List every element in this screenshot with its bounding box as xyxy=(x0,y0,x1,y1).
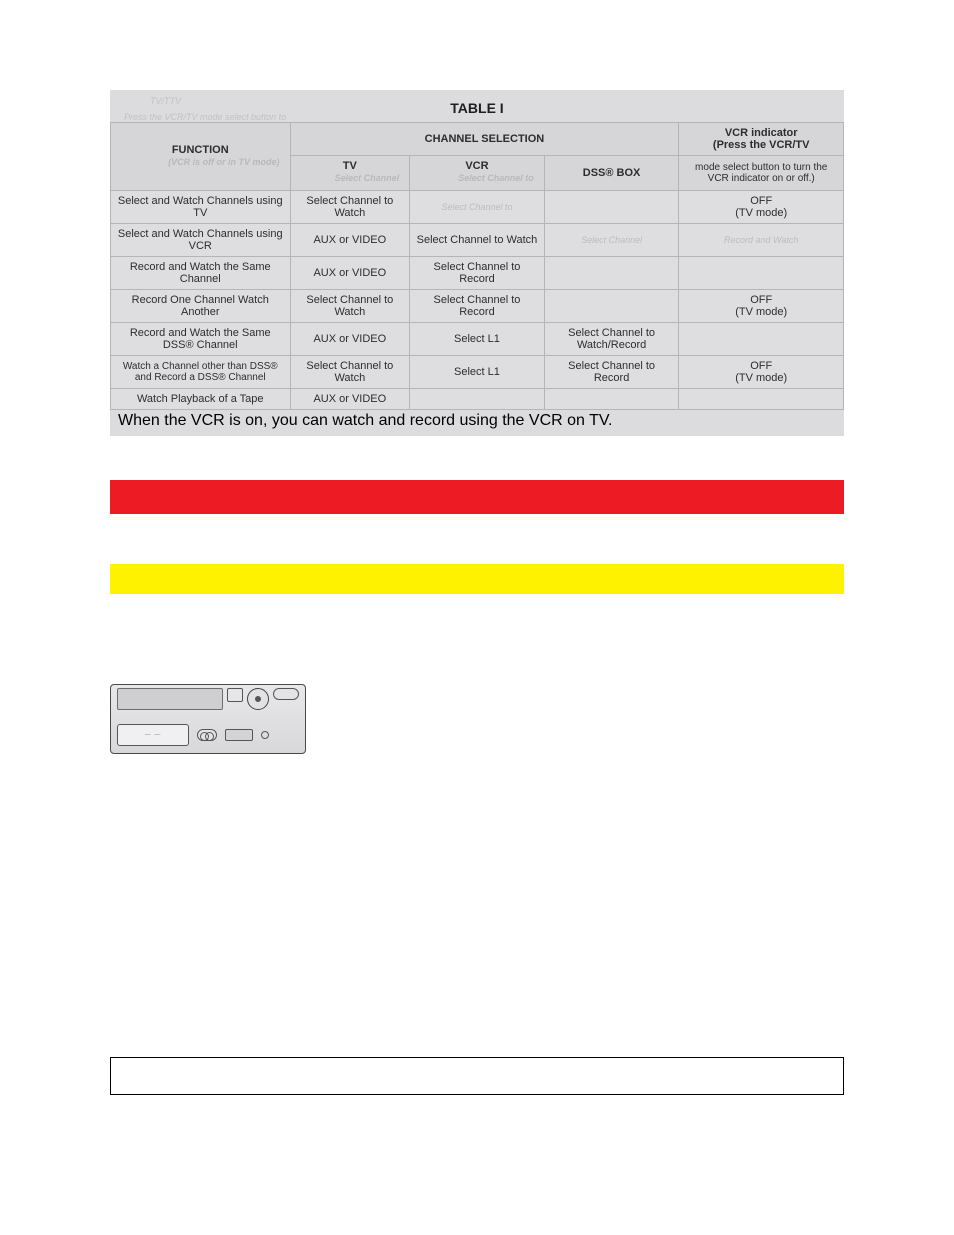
func-cell: Select and Watch Channels using TV xyxy=(111,190,291,223)
col-header-indicator-l1: VCR indicator xyxy=(685,127,837,139)
vcr-cell: Select Channel to Watch xyxy=(410,223,545,256)
vcr-display-panel xyxy=(117,688,223,710)
col-header-channel-selection: CHANNEL SELECTION xyxy=(290,123,679,156)
vcr-cassette-door: — — xyxy=(117,724,189,746)
vcr-cell: Select Channel to Record xyxy=(410,256,545,289)
yellow-bar xyxy=(110,564,844,594)
dss-cell xyxy=(544,289,679,322)
channel-selection-table: FUNCTION (VCR is off or in TV mode) CHAN… xyxy=(110,122,844,410)
ind-cell xyxy=(679,322,844,355)
ind-cell: OFF (TV mode) xyxy=(679,289,844,322)
ghost-text: When the VCR is on, you can watch and re… xyxy=(110,410,844,432)
ghost-text: Select Channel xyxy=(297,172,404,186)
col-header-tv: TV xyxy=(297,160,404,172)
ind-cell xyxy=(679,388,844,409)
dss-cell xyxy=(544,256,679,289)
ind-cell xyxy=(679,256,844,289)
ind-cell: OFF (TV mode) xyxy=(679,355,844,388)
col-header-indicator-l3: mode select button to turn the VCR indic… xyxy=(685,162,837,184)
table-body: Select and Watch Channels using TV Selec… xyxy=(111,190,844,409)
table-row: Select and Watch Channels using TV Selec… xyxy=(111,190,844,223)
col-header-indicator-l2: (Press the VCR/TV xyxy=(685,139,837,151)
dss-cell: Select Channel to Watch/Record xyxy=(544,322,679,355)
scanned-table-region: TABLE I TV/TTV Press the VCR/TV mode sel… xyxy=(110,90,844,436)
red-bar xyxy=(110,480,844,514)
tv-cell: Select Channel to Watch xyxy=(290,190,410,223)
vcr-jack-icon xyxy=(261,731,269,739)
tv-cell: AUX or VIDEO xyxy=(290,322,410,355)
col-header-vcr: VCR xyxy=(416,160,538,172)
ghost-text: (VCR is off or in TV mode) xyxy=(117,156,284,170)
vcr-slot-icon xyxy=(225,729,253,741)
vcr-device-illustration: — — xyxy=(110,668,306,754)
table-row: Watch Playback of a Tape AUX or VIDEO xyxy=(111,388,844,409)
vcr-cell xyxy=(410,388,545,409)
ind-cell: OFF (TV mode) xyxy=(679,190,844,223)
col-header-function: FUNCTION xyxy=(117,144,284,156)
vcr-cell: Select Channel to xyxy=(410,190,545,223)
func-cell: Watch Playback of a Tape xyxy=(111,388,291,409)
col-header-dss: DSS® BOX xyxy=(551,167,673,179)
tv-cell: AUX or VIDEO xyxy=(290,223,410,256)
func-cell: Select and Watch Channels using VCR xyxy=(111,223,291,256)
vcr-cell: Select Channel to Record xyxy=(410,289,545,322)
vcr-body: — — xyxy=(110,684,306,754)
table-row: Record and Watch the Same Channel AUX or… xyxy=(111,256,844,289)
dss-cell: Select Channel xyxy=(544,223,679,256)
tv-cell: Select Channel to Watch xyxy=(290,289,410,322)
vcr-eject-button xyxy=(273,688,299,700)
table-row: Select and Watch Channels using VCR AUX … xyxy=(111,223,844,256)
tv-cell: AUX or VIDEO xyxy=(290,388,410,409)
tv-cell: Select Channel to Watch xyxy=(290,355,410,388)
dss-cell: Select Channel to Record xyxy=(544,355,679,388)
ghost-text: TV/TTV xyxy=(150,96,181,106)
dss-cell xyxy=(544,190,679,223)
table-row: Record One Channel Watch Another Select … xyxy=(111,289,844,322)
func-cell: Record One Channel Watch Another xyxy=(111,289,291,322)
ghost-text: Press the VCR/TV mode select button to xyxy=(124,112,286,122)
table-row: Record and Watch the Same DSS® Channel A… xyxy=(111,322,844,355)
func-cell: Record and Watch the Same Channel xyxy=(111,256,291,289)
func-cell: Watch a Channel other than DSS® and Reco… xyxy=(111,355,291,388)
table-row: Watch a Channel other than DSS® and Reco… xyxy=(111,355,844,388)
ghost-text: Select Channel to xyxy=(416,172,538,186)
vcr-cell: Select L1 xyxy=(410,322,545,355)
tv-cell: AUX or VIDEO xyxy=(290,256,410,289)
ind-cell: Record and Watch xyxy=(679,223,844,256)
vcr-reel-icon xyxy=(197,729,217,741)
dss-cell xyxy=(544,388,679,409)
vcr-dial-icon xyxy=(247,688,269,710)
vcr-small-button xyxy=(227,688,243,702)
vcr-cell: Select L1 xyxy=(410,355,545,388)
bottom-empty-box xyxy=(110,1057,844,1095)
func-cell: Record and Watch the Same DSS® Channel xyxy=(111,322,291,355)
